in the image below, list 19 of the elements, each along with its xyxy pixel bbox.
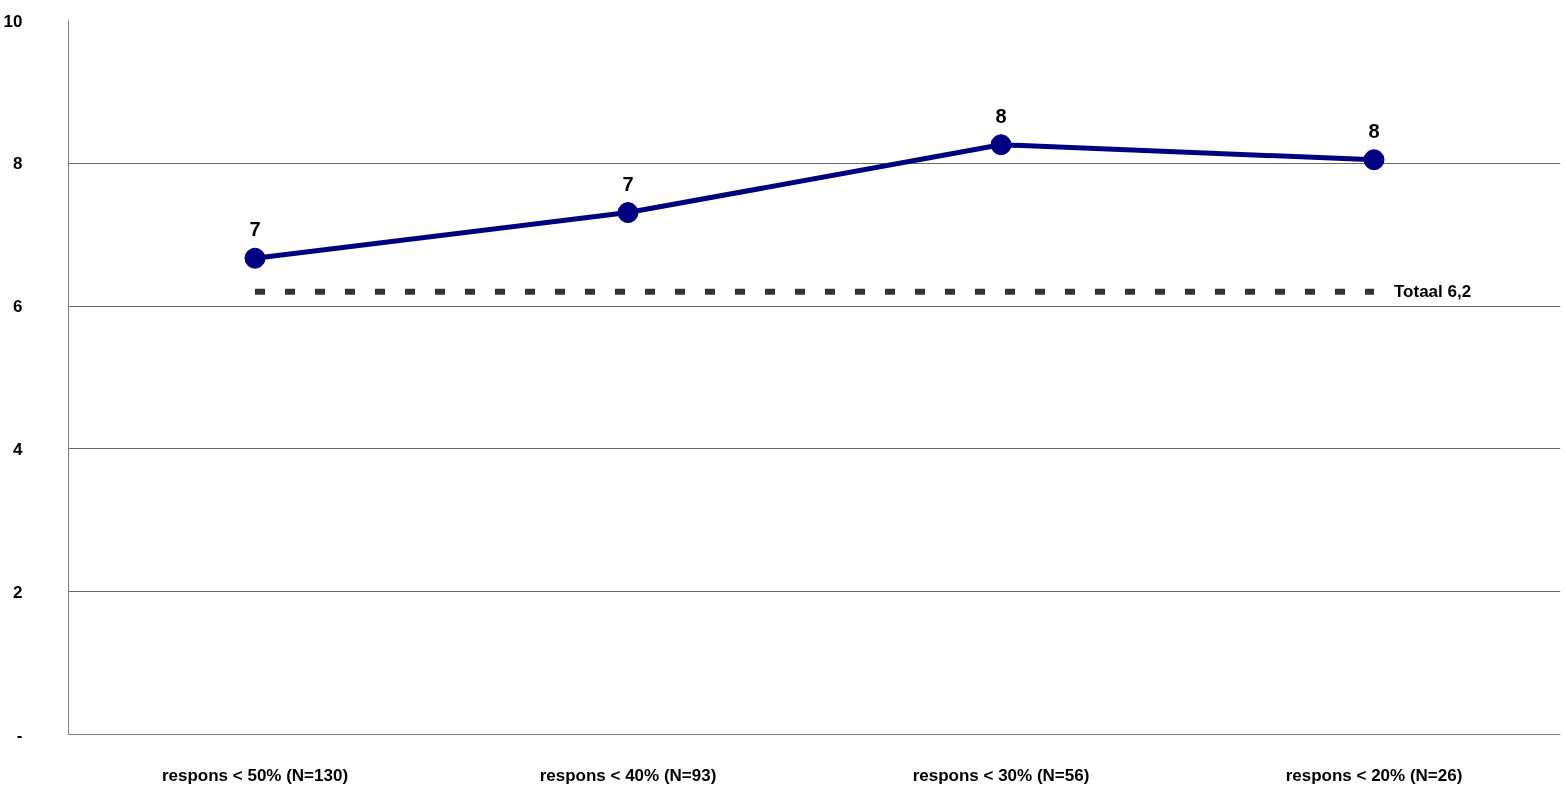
x-tick-label: respons < 50% (N=130)	[161, 765, 349, 785]
data-label: 8	[995, 104, 1007, 127]
data-label: 7	[622, 172, 634, 195]
y-tick-label: 2	[13, 582, 23, 602]
point	[244, 247, 266, 269]
data-label: 7	[249, 218, 261, 241]
x-tick-label: respons < 30% (N=56)	[912, 765, 1090, 785]
data-label: 8	[1368, 119, 1380, 142]
point	[1363, 149, 1385, 171]
y-tick-label: 6	[13, 297, 23, 317]
point	[990, 134, 1012, 156]
y-tick-label: 8	[13, 154, 23, 174]
y-tick-label: 10	[3, 11, 23, 31]
x-tick-label: respons < 20% (N=26)	[1285, 765, 1463, 785]
y-tick-label: 4	[13, 439, 24, 459]
x-tick-label: respons < 40% (N=93)	[539, 765, 717, 785]
y-tick-label: -	[16, 725, 23, 745]
point	[617, 202, 639, 224]
ref-line-label: Totaal 6,2	[1394, 282, 1472, 302]
